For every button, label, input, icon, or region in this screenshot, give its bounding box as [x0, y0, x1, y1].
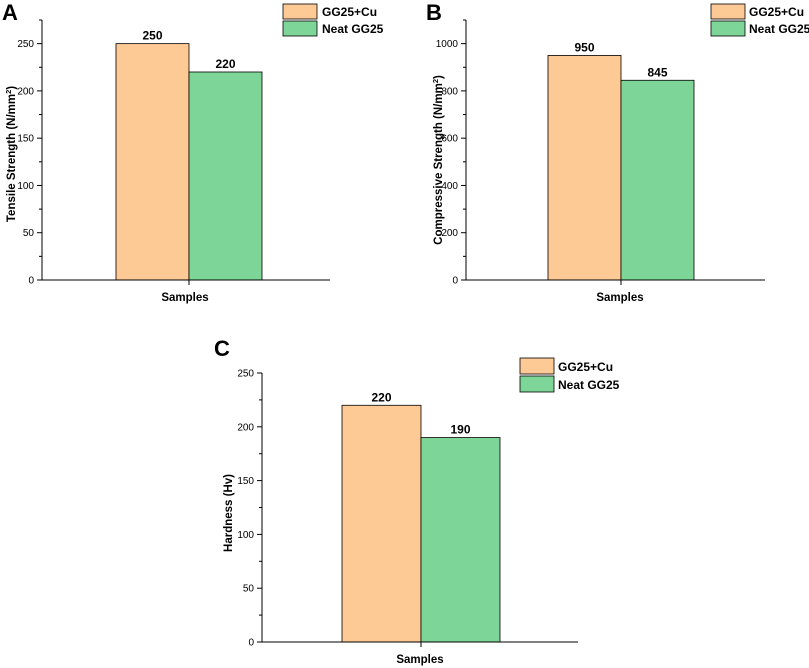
y-tick-label-a-2: 100 [17, 181, 34, 192]
y-tick-label-a-1: 50 [23, 228, 35, 239]
x-axis-title-c: Samples [396, 654, 443, 666]
y-tick-label-b-1: 200 [441, 228, 458, 239]
y-tick-label-c-2: 100 [237, 530, 254, 541]
legend-label-c-1: GG25+Cu [558, 360, 613, 374]
chart-panel-a: A 250 220 0 50 100 150 200 250 GG25+Cu Neat GG… [2, 0, 384, 304]
chart-panel-b: B 950 845 0 200 400 600 800 1000 GG25+Cu Neat … [426, 0, 809, 304]
y-tick-label-a-3: 150 [17, 134, 34, 145]
axes-a: 0 50 100 150 200 250 [17, 19, 330, 287]
y-axis-title-b: Compressive Strength (N/mm2) [431, 75, 445, 245]
legend-a: GG25+Cu Neat GG25 [282, 3, 384, 37]
legend-swatch-c-2 [519, 375, 555, 393]
y-tick-label-b-5: 1000 [436, 39, 459, 50]
legend-b: GG25+Cu Neat GG25 [710, 3, 809, 37]
legend-swatch-b-1 [710, 3, 746, 20]
y-tick-label-b-4: 800 [441, 86, 458, 97]
y-tick-label-c-1: 50 [243, 584, 255, 595]
legend-label-c-2: Neat GG25 [558, 378, 620, 392]
data-label-b-1: 950 [574, 40, 594, 54]
x-axis-title-b: Samples [596, 292, 643, 304]
bar-a-2 [188, 71, 263, 281]
panel-letter-a: A [2, 0, 18, 25]
legend-swatch-a-1 [282, 3, 318, 20]
legend-label-a-1: GG25+Cu [322, 5, 377, 19]
y-tick-label-a-0: 0 [28, 276, 34, 287]
bar-b-1 [547, 55, 622, 281]
chart-panel-c: C 220 190 0 50 100 150 200 250 GG25+Cu Neat GG… [214, 336, 620, 666]
y-tick-label-c-3: 150 [237, 476, 254, 487]
data-label-b-2: 845 [647, 65, 667, 79]
y-axis-title-a: Tensile Strength (N/mm2) [4, 86, 18, 222]
axes-b: 0 200 400 600 800 1000 [436, 19, 765, 287]
legend-c: GG25+Cu Neat GG25 [519, 357, 620, 393]
legend-swatch-c-1 [519, 357, 555, 375]
axes-c: 0 50 100 150 200 250 [237, 369, 578, 649]
panel-letter-b: B [426, 0, 442, 25]
bars-a: 250 220 [115, 29, 263, 281]
y-tick-label-a-5: 250 [17, 39, 34, 50]
y-tick-label-a-4: 200 [17, 86, 34, 97]
legend-label-a-2: Neat GG25 [322, 22, 384, 36]
legend-swatch-a-2 [282, 20, 318, 37]
y-tick-label-b-0: 0 [452, 276, 458, 287]
bar-c-1 [341, 404, 422, 643]
data-label-a-2: 220 [215, 57, 235, 71]
legend-label-b-1: GG25+Cu [749, 5, 804, 19]
x-axis-title-a: Samples [161, 292, 208, 304]
bar-a-1 [115, 43, 190, 281]
y-axis-title-c: Hardness (Hv) [223, 474, 235, 552]
y-tick-label-c-4: 200 [237, 422, 254, 433]
bars-c: 220 190 [341, 390, 501, 643]
y-tick-label-c-0: 0 [248, 638, 254, 649]
legend-swatch-b-2 [710, 20, 746, 37]
data-label-c-2: 190 [450, 423, 470, 437]
bar-b-2 [620, 79, 695, 281]
legend-label-b-2: Neat GG25 [749, 22, 809, 36]
bar-c-2 [420, 437, 501, 643]
y-tick-label-b-3: 600 [441, 134, 458, 145]
data-label-c-1: 220 [371, 390, 391, 404]
y-tick-label-b-2: 400 [441, 181, 458, 192]
panel-letter-c: C [214, 336, 230, 361]
bars-b: 950 845 [547, 40, 695, 281]
y-tick-label-c-5: 250 [237, 369, 254, 380]
data-label-a-1: 250 [142, 29, 162, 43]
